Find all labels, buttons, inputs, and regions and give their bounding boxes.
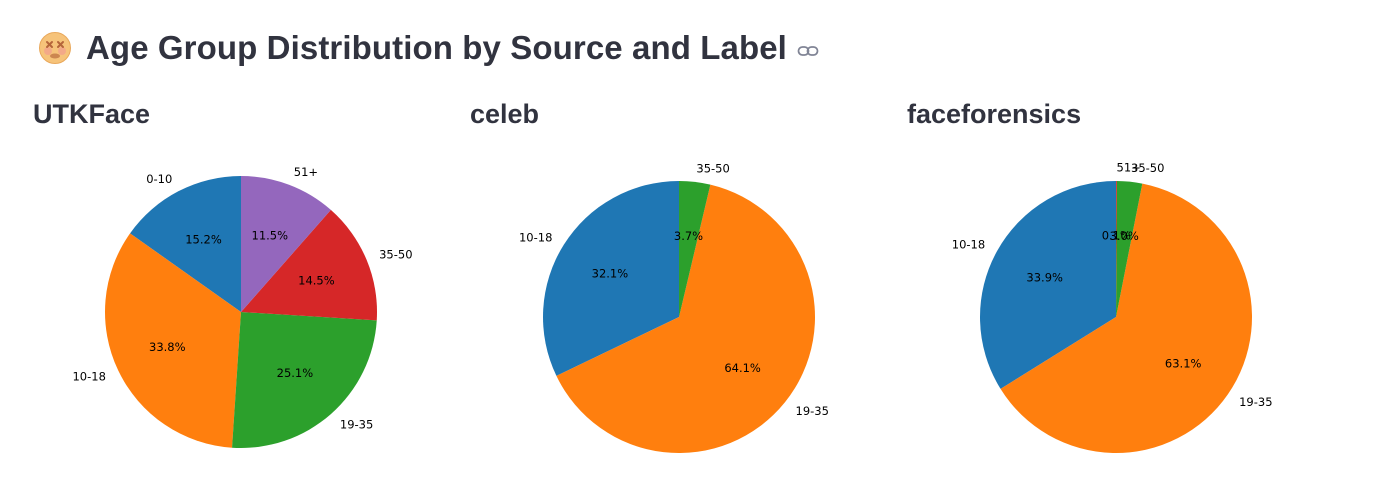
pie-chart-celeb: 10-18 32.1% 19-35 64.1% 35-50 3.7% [519,161,829,454]
pie-chart-utkface: 0-10 15.2% 10-18 33.8% 19-35 25.1% 35-50 14.5% 5… [72,165,413,448]
slice-percent-label: 33.8% [149,340,186,354]
pie-chart-faceforensics: 10-18 33.9% 19-35 63.1% 35-50 3.0% 51+ 0.1% [952,160,1273,454]
page-header: Age Group Distribution by Source and Lab… [38,26,819,70]
chart-column-faceforensics: faceforensics 10-18 33.9% 19-35 63.1% 35-50 3… [907,95,1327,495]
slice-percent-label: 15.2% [185,233,222,247]
slice-label: 51+ [294,165,318,179]
slice-label: 35-50 [1131,161,1164,175]
pie-slice-10-18 [980,181,1116,389]
pie-slice-19-35 [1000,183,1253,454]
slice-label: 19-35 [340,417,373,431]
slice-label: 35-50 [379,248,412,262]
slice-label: 10-18 [519,230,552,244]
slice-percent-label: 63.1% [1165,356,1202,370]
pie-slice-51 [241,176,331,312]
slice-percent-label: 32.1% [592,267,629,281]
slice-percent-label: 3.0% [1110,229,1139,243]
pie-slice-0-10 [130,176,241,312]
slice-percent-label: 25.1% [277,366,314,380]
slice-percent-label: 11.5% [252,229,289,243]
pie-slice-19-35 [556,184,816,454]
slice-percent-label: 33.9% [1026,270,1063,284]
chart-column-celeb: celeb 10-18 32.1% 19-35 64.1% 35-50 3.7% [470,95,890,495]
slice-label: 10-18 [72,369,105,383]
chart-title: UTKFace [33,99,151,129]
pie-slice-19-35 [232,312,377,448]
slice-label: 19-35 [1239,395,1272,409]
slice-label: 51+ [1117,160,1141,174]
slice-label: 10-18 [952,237,985,251]
slice-percent-label: 14.5% [298,274,335,288]
slice-percent-label: 0.1% [1102,228,1131,242]
pie-slice-35-50 [1116,181,1143,317]
slice-label: 35-50 [696,161,729,175]
slice-percent-label: 3.7% [674,229,703,243]
pie-slice-10-18 [104,233,241,448]
slice-label: 0-10 [146,172,172,186]
chart-title: faceforensics [907,99,1082,129]
chart-title: celeb [470,99,540,129]
page-title: Age Group Distribution by Source and Lab… [86,29,787,66]
slice-label: 19-35 [796,404,829,418]
face-with-crossed-out-eyes-icon [39,32,71,64]
pie-slice-35-50 [241,209,378,321]
chart-column-utkface: UTKFace 0-10 15.2% 10-18 33.8% 19-35 25.1% 35-… [33,95,453,495]
link-icon[interactable] [797,44,819,58]
pie-slice-10-18 [542,181,679,376]
slice-percent-label: 64.1% [724,361,761,375]
pie-slice-35-50 [679,181,711,317]
